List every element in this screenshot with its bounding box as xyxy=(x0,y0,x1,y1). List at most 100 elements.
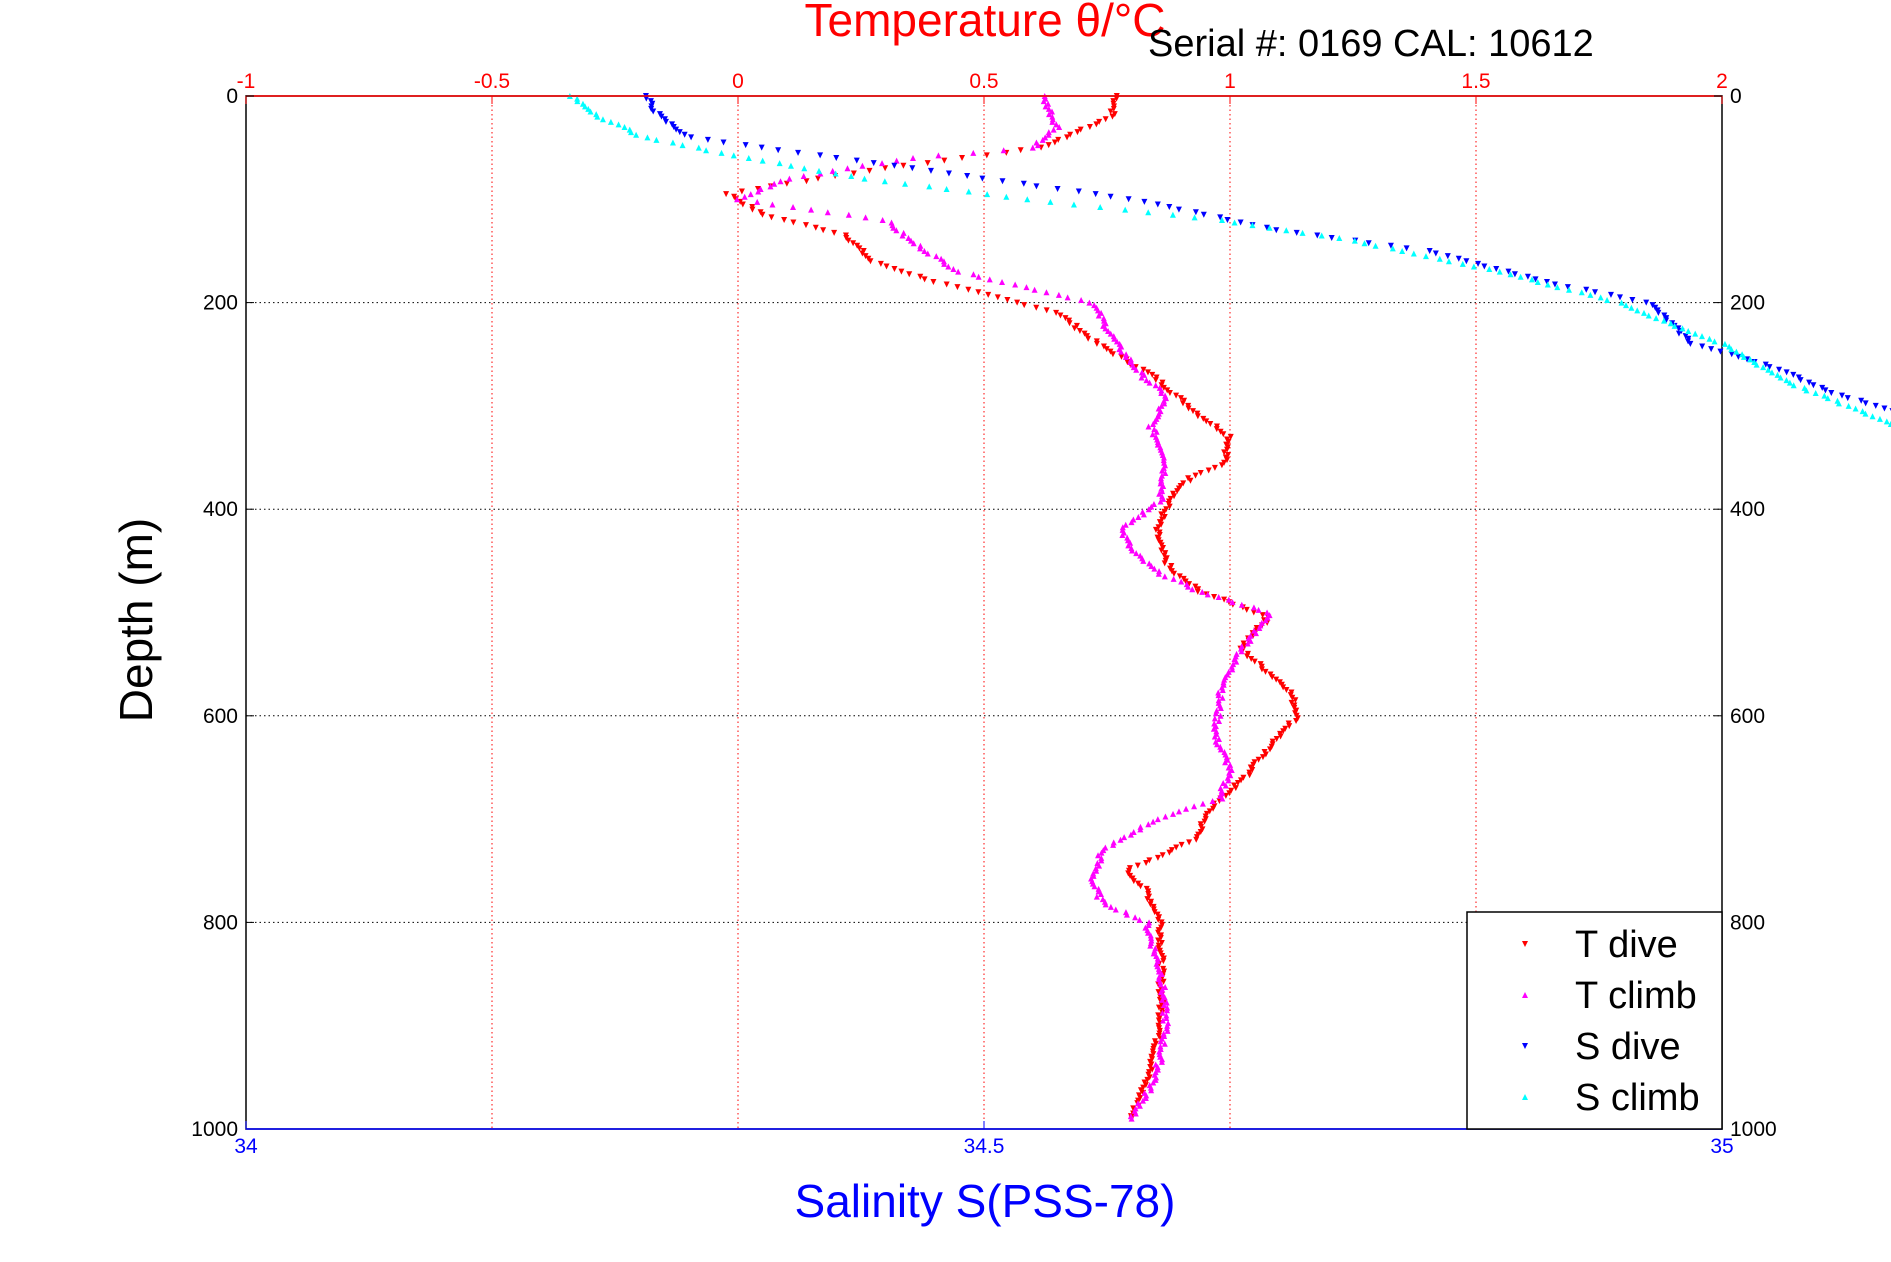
data-marker xyxy=(943,281,950,288)
data-marker xyxy=(859,162,866,169)
data-marker xyxy=(800,173,807,180)
data-marker xyxy=(1532,276,1539,283)
data-marker xyxy=(1145,423,1152,430)
data-marker xyxy=(1134,862,1141,869)
data-marker xyxy=(1164,1027,1171,1034)
data-marker xyxy=(1154,1064,1161,1071)
data-marker xyxy=(1543,278,1550,285)
data-marker xyxy=(1150,818,1157,825)
data-marker xyxy=(768,214,775,221)
data-marker xyxy=(1053,121,1060,128)
data-marker xyxy=(970,149,977,156)
data-marker xyxy=(812,224,819,231)
data-marker xyxy=(820,227,827,234)
data-marker xyxy=(1127,831,1134,838)
data-marker xyxy=(1238,645,1245,652)
data-marker xyxy=(755,188,762,195)
data-marker xyxy=(802,222,809,229)
data-marker xyxy=(1194,413,1201,420)
data-marker xyxy=(1158,402,1165,409)
data-marker xyxy=(1159,1009,1166,1016)
data-marker xyxy=(1095,307,1102,314)
series-s-dive xyxy=(642,93,1891,412)
data-marker xyxy=(776,160,783,167)
data-marker xyxy=(1159,467,1166,474)
data-marker xyxy=(1093,893,1100,900)
data-marker xyxy=(1256,624,1263,631)
data-marker xyxy=(1029,144,1036,151)
top-tick-label: -0.5 xyxy=(474,70,510,93)
data-marker xyxy=(1157,981,1164,988)
data-marker xyxy=(1161,1040,1168,1047)
data-marker xyxy=(1218,216,1225,223)
data-marker xyxy=(1158,971,1165,978)
data-marker xyxy=(1102,325,1109,332)
data-marker xyxy=(1852,405,1859,412)
data-marker xyxy=(1160,457,1167,464)
data-marker xyxy=(900,162,907,169)
data-marker xyxy=(1667,320,1674,327)
data-marker xyxy=(862,253,869,260)
data-marker xyxy=(879,160,886,167)
data-marker xyxy=(1887,420,1891,427)
data-marker xyxy=(1023,284,1030,291)
data-marker xyxy=(1262,668,1269,675)
data-marker xyxy=(781,216,788,223)
data-marker xyxy=(1459,260,1466,267)
data-marker xyxy=(1062,315,1069,322)
data-marker xyxy=(917,273,924,280)
data-marker xyxy=(1192,209,1199,216)
data-marker xyxy=(824,209,831,216)
data-marker xyxy=(1155,929,1162,936)
data-marker xyxy=(1193,836,1200,843)
data-marker xyxy=(1199,800,1206,807)
data-marker xyxy=(1191,803,1198,810)
data-marker xyxy=(1215,594,1222,601)
data-marker xyxy=(1185,405,1192,412)
data-marker xyxy=(1074,129,1081,136)
data-marker xyxy=(658,113,665,120)
data-marker xyxy=(594,113,601,120)
data-marker xyxy=(1164,1022,1171,1029)
data-marker xyxy=(1102,116,1109,123)
data-marker xyxy=(1403,245,1410,252)
data-marker xyxy=(1050,126,1057,133)
data-marker xyxy=(1655,309,1662,316)
data-marker xyxy=(1698,333,1705,340)
data-marker xyxy=(1055,136,1062,143)
data-marker xyxy=(1227,433,1234,440)
data-marker xyxy=(1078,297,1085,304)
data-marker xyxy=(1141,198,1148,205)
data-marker xyxy=(1255,756,1262,763)
data-marker xyxy=(1220,431,1227,438)
data-marker xyxy=(1169,211,1176,218)
data-marker xyxy=(1142,1095,1149,1102)
left-tick-label: 400 xyxy=(203,498,238,521)
data-marker xyxy=(898,268,905,275)
data-marker xyxy=(1157,498,1164,505)
data-marker xyxy=(833,154,840,161)
data-marker xyxy=(1372,242,1379,249)
data-marker xyxy=(1130,829,1137,836)
data-marker xyxy=(1105,328,1112,335)
data-marker xyxy=(1054,185,1061,192)
data-marker xyxy=(881,178,888,185)
data-marker xyxy=(1145,821,1152,828)
data-marker xyxy=(1389,245,1396,252)
data-marker xyxy=(1118,348,1125,355)
data-marker xyxy=(1217,712,1224,719)
legend-item: T dive xyxy=(1522,924,1678,966)
data-marker xyxy=(1166,389,1173,396)
y-axis-title: Depth (m) xyxy=(110,518,162,722)
data-marker xyxy=(1220,679,1227,686)
data-marker xyxy=(986,276,993,283)
data-marker xyxy=(1150,1079,1157,1086)
data-marker xyxy=(695,144,702,151)
data-marker xyxy=(1033,304,1040,311)
data-marker xyxy=(1119,532,1126,539)
data-marker xyxy=(1122,206,1129,213)
data-marker xyxy=(1199,588,1206,595)
data-marker xyxy=(1143,377,1150,384)
data-marker xyxy=(943,185,950,192)
data-marker xyxy=(742,142,749,149)
